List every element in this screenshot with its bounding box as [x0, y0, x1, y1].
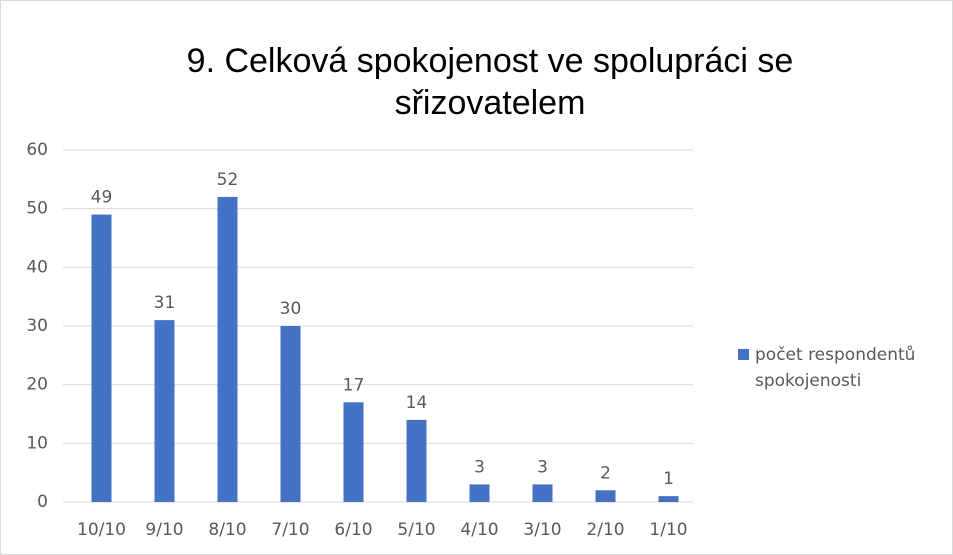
bar	[595, 490, 616, 502]
x-tick-label: 7/10	[271, 520, 309, 540]
data-label: 31	[154, 293, 176, 313]
chart-title: 9. Celková spokojenost ve spolupráci se …	[186, 42, 794, 122]
x-tick-label: 10/10	[77, 520, 126, 540]
bar	[469, 484, 490, 502]
y-tick-label: 10	[26, 433, 48, 453]
data-label: 30	[280, 299, 302, 319]
y-tick-label: 0	[37, 492, 48, 512]
bar	[154, 320, 175, 502]
data-label: 2	[600, 463, 611, 483]
data-label: 3	[537, 457, 548, 477]
data-label: 49	[91, 188, 113, 208]
data-label: 1	[663, 469, 674, 489]
data-label: 3	[474, 457, 485, 477]
y-tick-label: 40	[26, 257, 48, 277]
data-label: 52	[217, 170, 239, 190]
x-tick-label: 1/10	[649, 520, 687, 540]
y-tick-label: 60	[26, 140, 48, 160]
bar	[406, 419, 427, 502]
bar	[343, 402, 364, 502]
bar	[658, 496, 679, 502]
x-tick-label: 5/10	[397, 520, 435, 540]
bar	[217, 196, 238, 502]
x-tick-label: 9/10	[145, 520, 183, 540]
x-tick-label: 4/10	[460, 520, 498, 540]
x-tick-label: 6/10	[334, 520, 372, 540]
y-tick-label: 20	[26, 375, 48, 395]
data-label: 17	[343, 375, 365, 395]
x-tick-label: 8/10	[208, 520, 246, 540]
x-tick-label: 2/10	[586, 520, 624, 540]
legend: počet respondentů spokojenosti	[738, 342, 953, 394]
y-tick-label: 50	[26, 199, 48, 219]
bar	[91, 214, 112, 503]
y-tick-label: 30	[26, 316, 48, 336]
x-tick-label: 3/10	[523, 520, 561, 540]
legend-label: počet respondentů spokojenosti	[755, 345, 916, 391]
data-label: 14	[406, 393, 428, 413]
legend-swatch	[738, 349, 749, 360]
bar	[280, 326, 301, 502]
bar	[532, 484, 553, 502]
